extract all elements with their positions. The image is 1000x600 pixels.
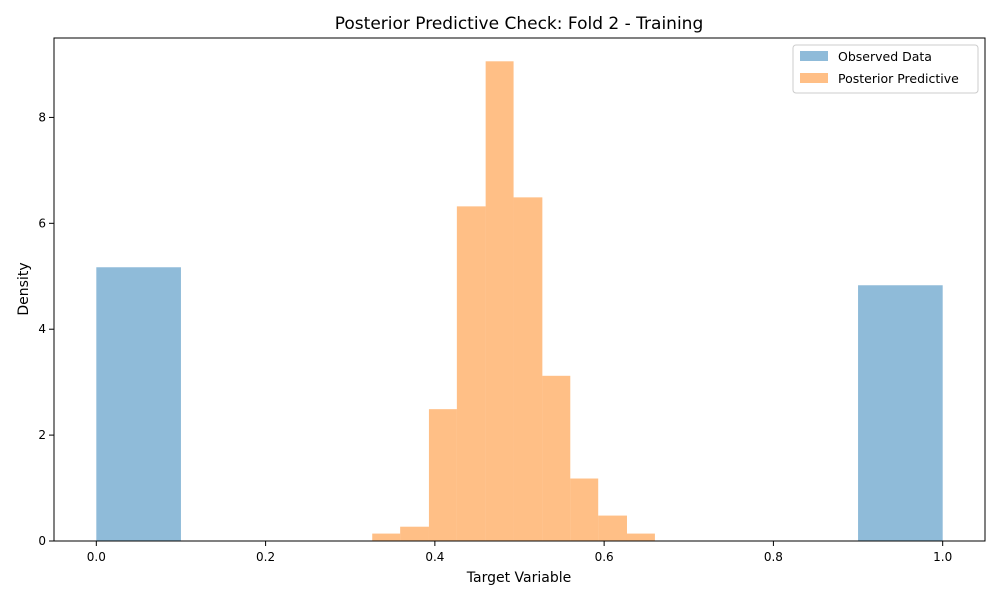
bar-posterior-predictive-4	[485, 61, 514, 541]
bar-posterior-predictive-5	[513, 197, 543, 541]
bar-posterior-predictive-1	[400, 526, 429, 541]
bar-observed-data-1	[858, 285, 943, 541]
legend-label-posterior-predictive: Posterior Predictive	[838, 71, 959, 86]
chart-title: Posterior Predictive Check: Fold 2 - Tra…	[335, 14, 704, 34]
bar-posterior-predictive-2	[428, 409, 457, 541]
x-tick-label: 1.0	[933, 550, 952, 564]
x-axis-ticks: 0.0 0.2 0.4 0.6 0.8 1.0	[87, 541, 952, 564]
y-tick-label: 2	[38, 428, 46, 442]
bar-posterior-predictive-9	[626, 533, 655, 541]
bar-posterior-predictive-7	[570, 478, 599, 541]
legend-label-observed-data: Observed Data	[838, 49, 932, 64]
y-axis-ticks: 0 2 4 6 8	[38, 110, 54, 548]
y-tick-label: 4	[38, 322, 46, 336]
legend-swatch-posterior-predictive	[800, 73, 828, 83]
y-tick-label: 8	[38, 110, 46, 124]
y-tick-label: 6	[38, 216, 46, 230]
bar-posterior-predictive-0	[372, 533, 401, 541]
legend-box	[792, 44, 979, 94]
bar-posterior-predictive-6	[542, 375, 571, 541]
x-tick-label: 0.2	[256, 550, 275, 564]
x-tick-label: 0.8	[764, 550, 783, 564]
bars-layer	[96, 61, 943, 542]
x-axis-label: Target Variable	[466, 570, 571, 586]
bar-observed-data-0	[96, 267, 181, 541]
bar-posterior-predictive-3	[456, 206, 486, 542]
legend: Observed Data Posterior Predictive	[792, 44, 979, 94]
plot-frame	[53, 37, 986, 542]
y-axis-label: Density	[16, 262, 32, 315]
bar-posterior-predictive-8	[598, 515, 627, 541]
x-tick-label: 0.0	[87, 550, 106, 564]
x-tick-label: 0.6	[595, 550, 614, 564]
legend-swatch-observed-data	[800, 51, 828, 61]
y-tick-label: 0	[38, 534, 46, 548]
x-tick-label: 0.4	[425, 550, 444, 564]
